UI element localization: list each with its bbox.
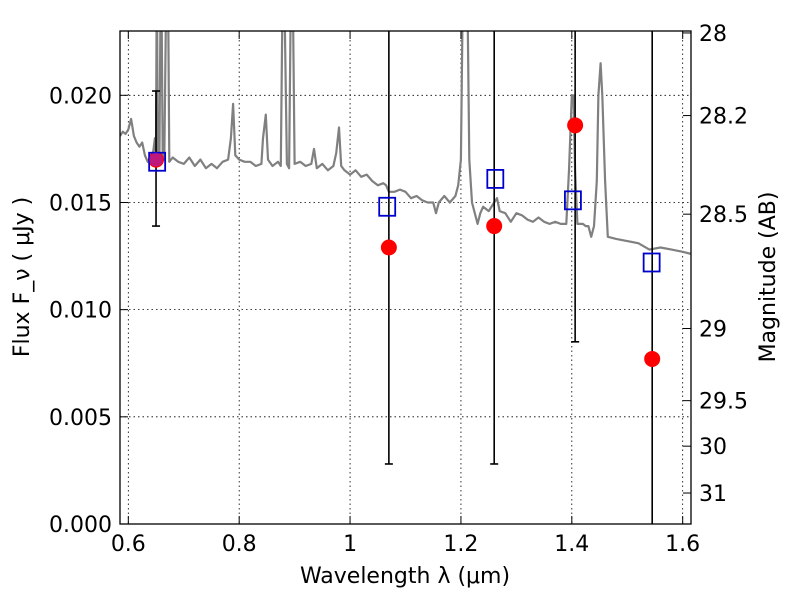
x-tick-label: 0.8 [222, 532, 257, 557]
y-tick-label: 0.000 [49, 513, 112, 538]
y-right-tick-label: 28 [699, 22, 727, 47]
plot-frame [119, 30, 692, 525]
model-flux-point [378, 196, 397, 217]
observed-flux-point [567, 117, 584, 134]
overlap-highlight [149, 152, 164, 167]
y-axis-label: Flux F_ν ( μJy ) [10, 197, 35, 357]
x-tick-label: 1.6 [665, 532, 700, 557]
model-flux-point [642, 252, 661, 273]
y-right-tick-label: 29 [699, 318, 727, 343]
y-tick-label: 0.005 [49, 406, 112, 431]
y-tick-label: 0.015 [49, 191, 112, 216]
y-right-tick-label: 28.5 [699, 203, 748, 228]
x-tick-label: 1 [343, 532, 357, 557]
y-right-tick-label: 29.5 [699, 390, 748, 415]
y-right-tick-label: 31 [699, 482, 727, 507]
observed-flux-point [380, 239, 397, 256]
y-tick-label: 0.010 [49, 299, 112, 324]
y-right-tick-label: 28.2 [699, 105, 748, 130]
x-tick-label: 0.6 [111, 532, 146, 557]
y-right-axis-label: Magnitude (AB) [756, 192, 781, 363]
plot-background [120, 31, 691, 524]
tick-labels: 0.6 0.8 1 1.2 1.4 1.6 0.000 0.005 0.010 0.015 0.02… [49, 22, 748, 557]
y-right-tick-label: 30 [699, 435, 727, 460]
x-tick-label: 1.4 [554, 532, 589, 557]
y-tick-label: 0.020 [49, 84, 112, 109]
spectrum-line [120, 31, 691, 255]
x-tick-label: 1.2 [443, 532, 478, 557]
x-axis-label: Wavelength λ (μm) [300, 564, 510, 589]
observed-flux-point [644, 350, 661, 367]
observed-flux-point [486, 218, 503, 235]
model-flux-point [486, 168, 505, 189]
ticks [120, 31, 691, 525]
model-flux-point [564, 190, 582, 211]
data-layer [120, 31, 691, 524]
